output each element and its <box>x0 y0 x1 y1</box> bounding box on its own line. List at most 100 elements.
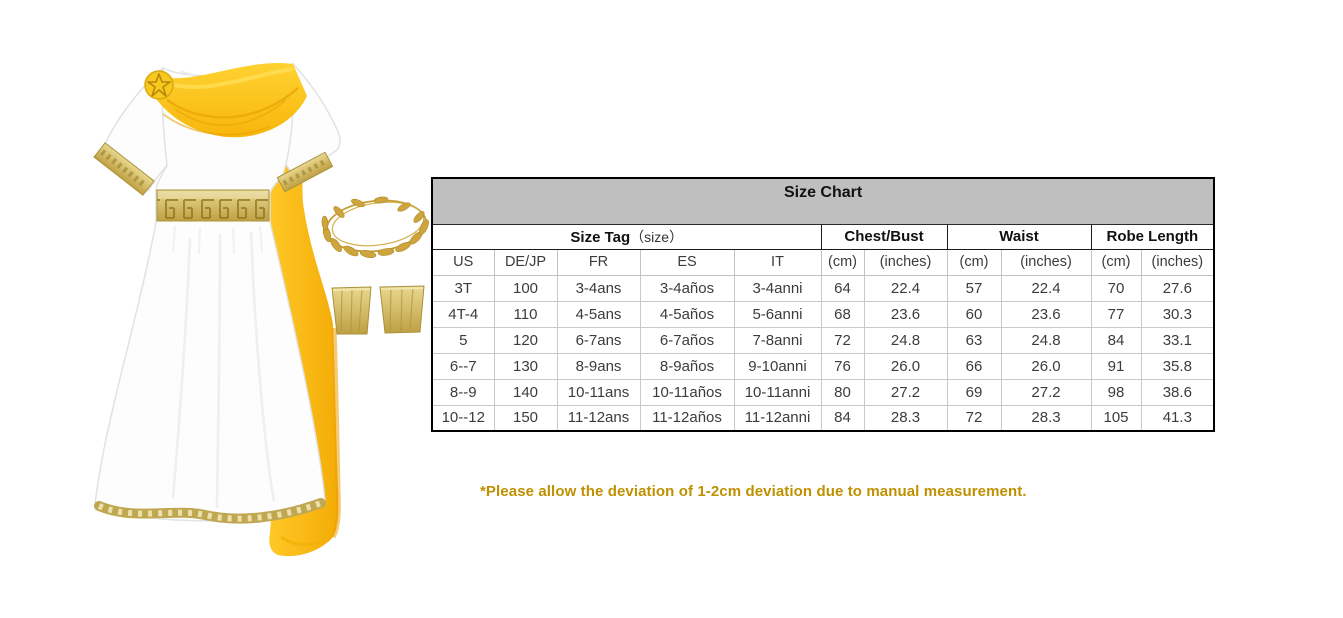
column-header-3: ES <box>639 249 735 276</box>
size-cell: 8-9ans <box>556 352 641 380</box>
size-cell: 140 <box>493 378 558 406</box>
size-cell: 10-11años <box>639 378 735 406</box>
size-cell: 6-7ans <box>556 326 641 354</box>
size-cell: 24.8 <box>1000 326 1092 354</box>
size-cell: 22.4 <box>1000 274 1092 302</box>
size-cell: 28.3 <box>1000 404 1092 431</box>
table-row: 5 120 6-7ans 6-7años 7-8anni 72 24.8 63 24.8 84 33… <box>432 326 1215 354</box>
size-cell: 98 <box>1090 378 1142 406</box>
size-cell: 10-11anni <box>733 378 822 406</box>
size-cell: 8-9años <box>639 352 735 380</box>
size-cell: 3-4ans <box>556 274 641 302</box>
size-cell: 9-10anni <box>733 352 822 380</box>
group-size-tag-sublabel: （size） <box>630 228 684 245</box>
size-cell: 69 <box>946 378 1002 406</box>
column-header-1: DE/JP <box>493 249 558 276</box>
column-header-5: (cm) <box>820 249 865 276</box>
column-header-0: US <box>432 249 495 276</box>
size-cell: 27.2 <box>863 378 948 406</box>
size-cell: 30.3 <box>1140 300 1215 328</box>
size-cell: 4-5años <box>639 300 735 328</box>
size-chart-body: 3T 100 3-4ans 3-4años 3-4anni 64 22.4 57 22.4 70 2… <box>432 274 1215 431</box>
size-cell: 22.4 <box>863 274 948 302</box>
table-row: 4T-4 110 4-5ans 4-5años 5-6anni 68 23.6 60 23.6 7… <box>432 300 1215 328</box>
size-cell: 64 <box>820 274 865 302</box>
size-cell: 80 <box>820 378 865 406</box>
group-robe-length: Robe Length <box>1090 224 1215 250</box>
size-cell: 120 <box>493 326 558 354</box>
size-cell: 91 <box>1090 352 1142 380</box>
size-cell: 35.8 <box>1140 352 1215 380</box>
star-brooch <box>144 70 174 100</box>
size-cell: 72 <box>820 326 865 354</box>
group-waist: Waist <box>946 224 1091 250</box>
column-header-row: US DE/JP FR ES IT (cm) (inches) (cm) (inches) (cm… <box>432 249 1215 276</box>
size-cell: 26.0 <box>863 352 948 380</box>
measurement-note: *Please allow the deviation of 1-2cm dev… <box>480 483 1027 500</box>
column-header-7: (cm) <box>946 249 1002 276</box>
size-cell: 10--12 <box>432 404 495 431</box>
size-cell: 63 <box>946 326 1002 354</box>
size-cell: 130 <box>493 352 558 380</box>
column-header-2: FR <box>556 249 641 276</box>
sleeve-trim-left <box>93 142 155 196</box>
column-header-4: IT <box>733 249 822 276</box>
greek-costume-illustration <box>93 62 429 557</box>
size-cell: 11-12anni <box>733 404 822 431</box>
size-cell: 3-4anni <box>733 274 822 302</box>
size-cell: 3T <box>432 274 495 302</box>
size-cell: 66 <box>946 352 1002 380</box>
group-size-tag: Size Tag（size） <box>432 224 821 250</box>
size-cell: 150 <box>493 404 558 431</box>
size-cell: 77 <box>1090 300 1142 328</box>
laurel-wreath <box>321 196 429 259</box>
size-cell: 68 <box>820 300 865 328</box>
column-header-8: (inches) <box>1000 249 1092 276</box>
size-cell: 84 <box>820 404 865 431</box>
size-cell: 5 <box>432 326 495 354</box>
group-header-row: Size Tag（size） Chest/Bust Waist Robe Len… <box>432 224 1215 250</box>
yellow-sash <box>152 62 307 138</box>
group-size-tag-label: Size Tag <box>570 228 631 246</box>
size-cell: 105 <box>1090 404 1142 431</box>
size-cell: 41.3 <box>1140 404 1215 431</box>
size-cell: 11-12años <box>639 404 735 431</box>
size-cell: 8--9 <box>432 378 495 406</box>
table-row: 8--9 140 10-11ans 10-11años 10-11anni 80 27.2 6… <box>432 378 1215 406</box>
greek-key-waistband <box>156 189 270 222</box>
size-chart-table: Size Chart Size Tag（size） Chest/Bust Wai… <box>431 177 1216 432</box>
size-cell: 4-5ans <box>556 300 641 328</box>
size-cell: 72 <box>946 404 1002 431</box>
table-row: 3T 100 3-4ans 3-4años 3-4anni 64 22.4 57 22.4 70 2… <box>432 274 1215 302</box>
size-cell: 7-8anni <box>733 326 822 354</box>
size-chart-title-row: Size Chart <box>432 178 1215 225</box>
size-cell: 100 <box>493 274 558 302</box>
group-chest-bust: Chest/Bust <box>820 224 947 250</box>
size-cell: 4T-4 <box>432 300 495 328</box>
size-cell: 38.6 <box>1140 378 1215 406</box>
size-cell: 33.1 <box>1140 326 1215 354</box>
size-cell: 11-12ans <box>556 404 641 431</box>
size-cell: 57 <box>946 274 1002 302</box>
size-cell: 27.2 <box>1000 378 1092 406</box>
size-cell: 6-7años <box>639 326 735 354</box>
size-cell: 23.6 <box>1000 300 1092 328</box>
table-row: 6--7 130 8-9ans 8-9años 9-10anni 76 26.0 66 26.0… <box>432 352 1215 380</box>
wrist-cuff-right <box>379 285 425 334</box>
hem-trim <box>94 498 326 524</box>
costume-image <box>55 38 435 573</box>
size-cell: 23.6 <box>863 300 948 328</box>
size-cell: 60 <box>946 300 1002 328</box>
wrist-cuff-left <box>331 286 372 335</box>
size-cell: 5-6anni <box>733 300 822 328</box>
size-chart-title: Size Chart <box>432 178 1215 225</box>
size-cell: 110 <box>493 300 558 328</box>
column-header-6: (inches) <box>863 249 948 276</box>
size-cell: 70 <box>1090 274 1142 302</box>
size-cell: 24.8 <box>863 326 948 354</box>
sleeve-trim-right <box>276 151 334 193</box>
size-cell: 27.6 <box>1140 274 1215 302</box>
wrist-cuffs <box>331 285 425 335</box>
size-cell: 76 <box>820 352 865 380</box>
